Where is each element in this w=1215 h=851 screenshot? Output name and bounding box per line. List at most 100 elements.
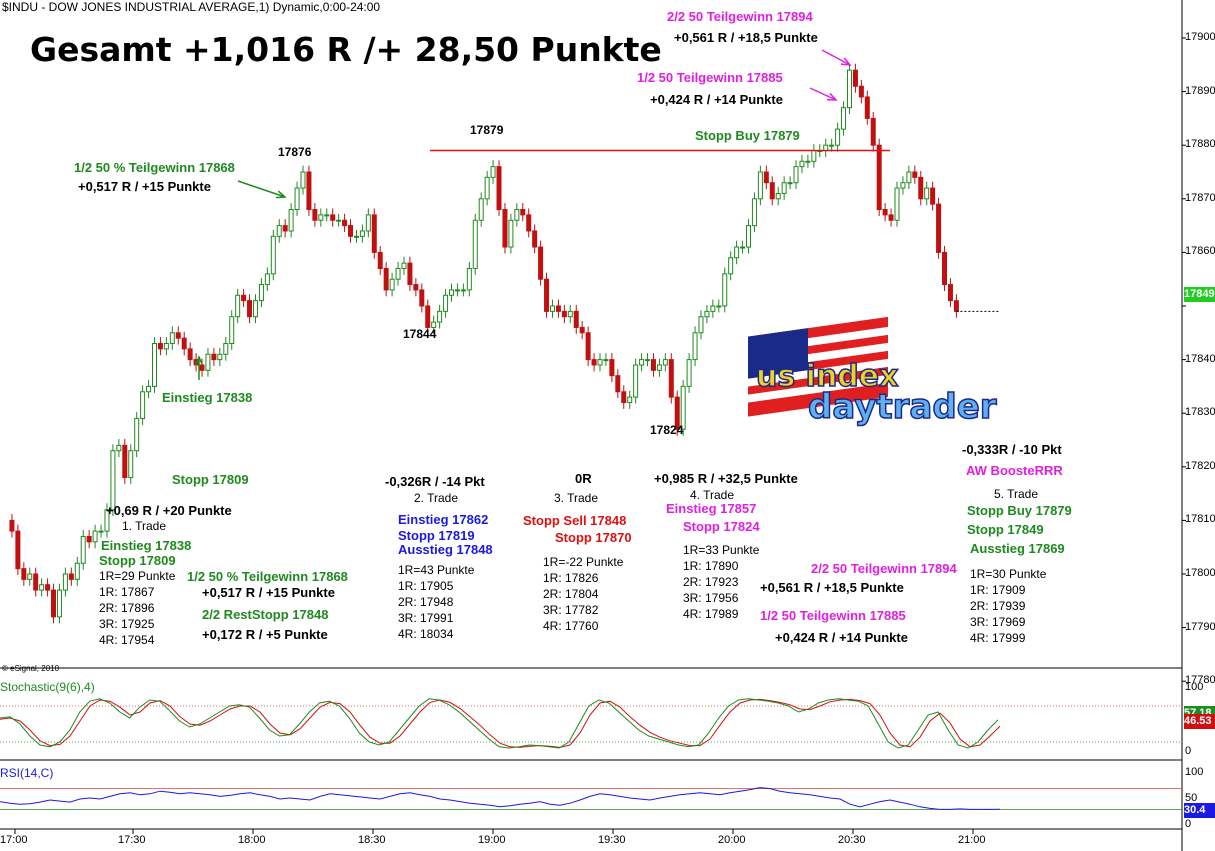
candle-body [490, 166, 496, 178]
candle-body [300, 171, 306, 189]
candle-body [443, 294, 449, 312]
trade5-r-line: 2R: 17939 [970, 599, 1026, 613]
x-tick-label: 19:30 [598, 834, 626, 846]
candle-body [787, 182, 793, 185]
svg-text:daytrader: daytrader [808, 387, 997, 427]
candle-body [573, 310, 579, 328]
candle-body [318, 214, 324, 221]
trade2-result: -0,326R / -14 Pkt [385, 474, 485, 489]
candle-body [621, 391, 627, 403]
partial-target-annotation: 1/2 50 % Teilgewinn 17868 [74, 160, 235, 175]
swing-low-label: 17844 [403, 327, 437, 341]
candle-body [122, 444, 128, 479]
trade5-r-line: 4R: 17999 [970, 631, 1026, 645]
y-tick-label: 17780.00 [1185, 674, 1215, 687]
trade5-label: 5. Trade [994, 487, 1039, 501]
candle-body [888, 214, 894, 221]
candle-body [276, 225, 282, 237]
candle-body [51, 589, 57, 618]
trade1-partial-2: 2/2 RestStopp 17848 [202, 607, 329, 622]
candle-body [134, 418, 140, 452]
candle-body [906, 171, 912, 184]
candle-body [330, 214, 336, 221]
trade5-tag: AW BoosteRRR [966, 463, 1063, 478]
candle-body [306, 171, 312, 211]
candle-body [15, 530, 21, 570]
entry-annotation: Einstieg 17838 [162, 390, 253, 405]
total-result-headline: Gesamt +1,016 R /+ 28,50 Punkte [30, 30, 662, 69]
trade3-r-line: 1R: 17826 [543, 571, 599, 585]
trade1-r-line: 4R: 17954 [99, 633, 155, 647]
candle-body [936, 203, 942, 253]
trade3-r-line: 2R: 17804 [543, 587, 599, 601]
candle-body [549, 305, 555, 312]
candle-body [39, 584, 45, 591]
trade1-partial-2-result: +0,172 R / +5 Punkte [202, 627, 328, 642]
candle-body [567, 310, 573, 318]
candle-body [947, 284, 953, 302]
trade2-label: 2. Trade [414, 491, 459, 505]
candle-body [460, 289, 466, 292]
candle-body [187, 348, 193, 361]
candle-body [627, 396, 633, 403]
candle-body [252, 300, 258, 318]
candle-body [466, 267, 472, 291]
swing-high-label: 17876 [278, 145, 312, 159]
candle-body [175, 332, 181, 339]
candle-body [425, 305, 431, 328]
candle-body [229, 316, 235, 345]
candle-body [472, 219, 478, 269]
candle-body [538, 246, 544, 280]
candle-body [912, 171, 918, 178]
trade1-partial-1-result: +0,517 R / +15 Punkte [202, 585, 335, 600]
candle-body [674, 396, 680, 430]
annotation-arrow [809, 87, 837, 101]
candle-body [247, 300, 253, 318]
candle-body [45, 584, 51, 591]
candle-body [716, 305, 722, 308]
trade2-stop: Stopp 17819 [398, 528, 475, 543]
candle-body [894, 187, 900, 221]
candle-body [389, 278, 395, 291]
candle-body [342, 219, 348, 227]
candle-body [544, 278, 550, 312]
candle-body [56, 589, 62, 618]
trade1-r-line: 2R: 17896 [99, 601, 155, 615]
candle-body [146, 385, 152, 393]
candle-body [92, 530, 98, 543]
candle-body [199, 364, 205, 371]
trade3-label: 3. Trade [554, 491, 599, 505]
y-tick-label: 17830.00 [1185, 406, 1215, 419]
candle-body [169, 332, 175, 345]
candle-body [740, 246, 746, 249]
candle-body [270, 235, 276, 275]
candle-body [431, 321, 437, 328]
y-tick-label: 17820.00 [1185, 459, 1215, 472]
trade4-stop: Stopp 17824 [683, 519, 760, 534]
stop-buy-annotation: Stopp Buy 17879 [695, 128, 800, 143]
candle-body [449, 289, 454, 296]
candle-body [163, 343, 169, 350]
svg-text:us index: us index [756, 359, 898, 394]
candle-body [181, 337, 187, 350]
candle-body [116, 444, 122, 452]
candle-body [633, 364, 639, 398]
trade4-result: +0,985 R / +32,5 Punkte [654, 471, 798, 486]
copyright-label: © eSignal, 2010 [2, 664, 60, 673]
y-tick-label: 17790.00 [1185, 620, 1215, 633]
candle-body [312, 209, 318, 221]
candle-body [21, 568, 27, 580]
target-result: +0,561 R / +18,5 Punkte [674, 30, 818, 45]
candle-body [437, 310, 443, 323]
candle-body [686, 359, 692, 387]
candle-body [835, 128, 841, 146]
candle-body [98, 530, 104, 533]
candle-body [609, 359, 615, 377]
candle-body [900, 182, 906, 189]
candle-body [413, 284, 419, 291]
x-tick-label: 20:00 [718, 834, 746, 846]
trade1-stop: Stopp 17809 [99, 553, 176, 568]
trade3-entry: Stopp Sell 17848 [523, 513, 627, 528]
candle-body [746, 225, 751, 248]
trade1-r-line: 1R: 17867 [99, 585, 155, 599]
